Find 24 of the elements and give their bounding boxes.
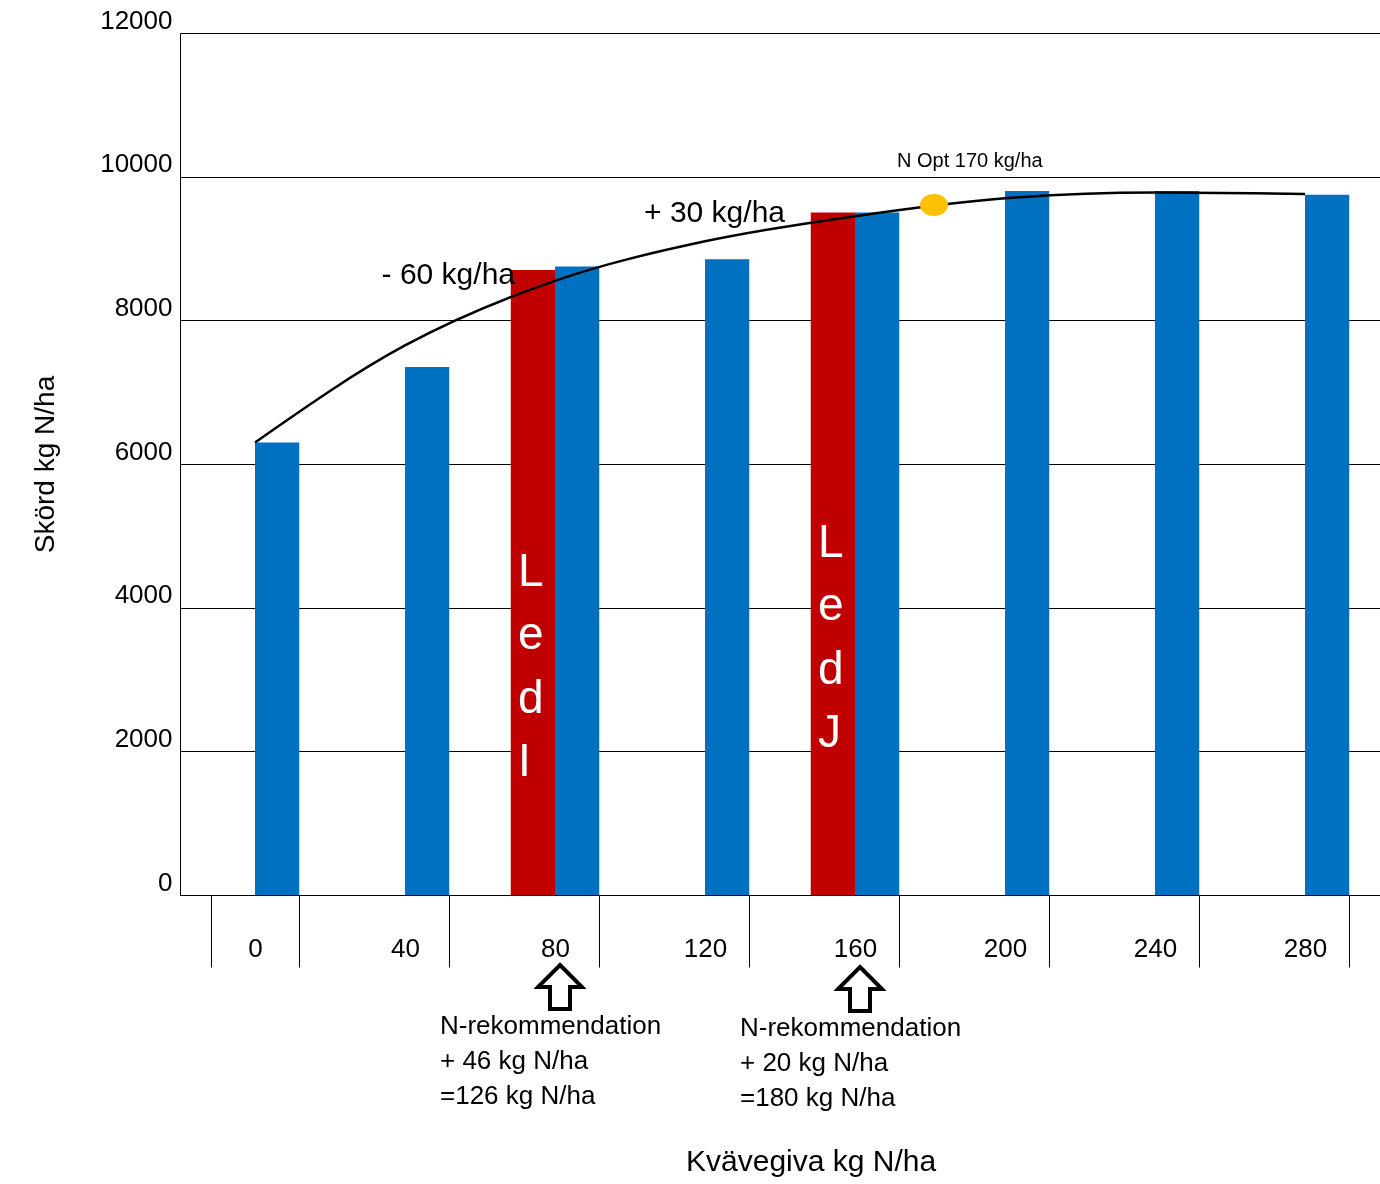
y-tick-label: 8000: [114, 291, 173, 322]
y-tick-label: 2000: [114, 722, 173, 753]
x-tick-label: 40: [391, 932, 420, 963]
text: Kvävegiva kg N/ha: [686, 1143, 937, 1178]
x-tick-label: 120: [683, 932, 728, 963]
annotation: + 30 kg/ha: [644, 194, 786, 228]
x-tick-label: 160: [833, 932, 878, 963]
x-tick-label: 280: [1283, 932, 1328, 963]
y-axis-title: Skörd kg N/ha: [29, 375, 61, 554]
y-tick-label: 6000: [114, 435, 173, 466]
x-tick-label: 200: [983, 932, 1028, 963]
y-tick-label: 12000: [100, 4, 173, 35]
annotation: Led J: [818, 515, 844, 758]
annotation: N Opt 170 kg/ha: [897, 148, 1043, 172]
y-tick-label: 10000: [100, 148, 173, 179]
x-tick-label: 0: [248, 932, 263, 963]
text: N-rekommendation + 46 kg N/ha =126 kg N/ha: [440, 1009, 662, 1112]
annotation: - 60 kg/ha: [381, 257, 516, 291]
x-tick-label: 80: [541, 932, 570, 963]
text: N-rekommendation + 20 kg N/ha =180 kg N/ha: [740, 1011, 962, 1114]
y-tick-label: 0: [158, 866, 173, 897]
x-tick-label: 240: [1133, 932, 1178, 963]
y-tick-label: 4000: [114, 579, 173, 610]
annotation: Led I: [518, 543, 544, 787]
